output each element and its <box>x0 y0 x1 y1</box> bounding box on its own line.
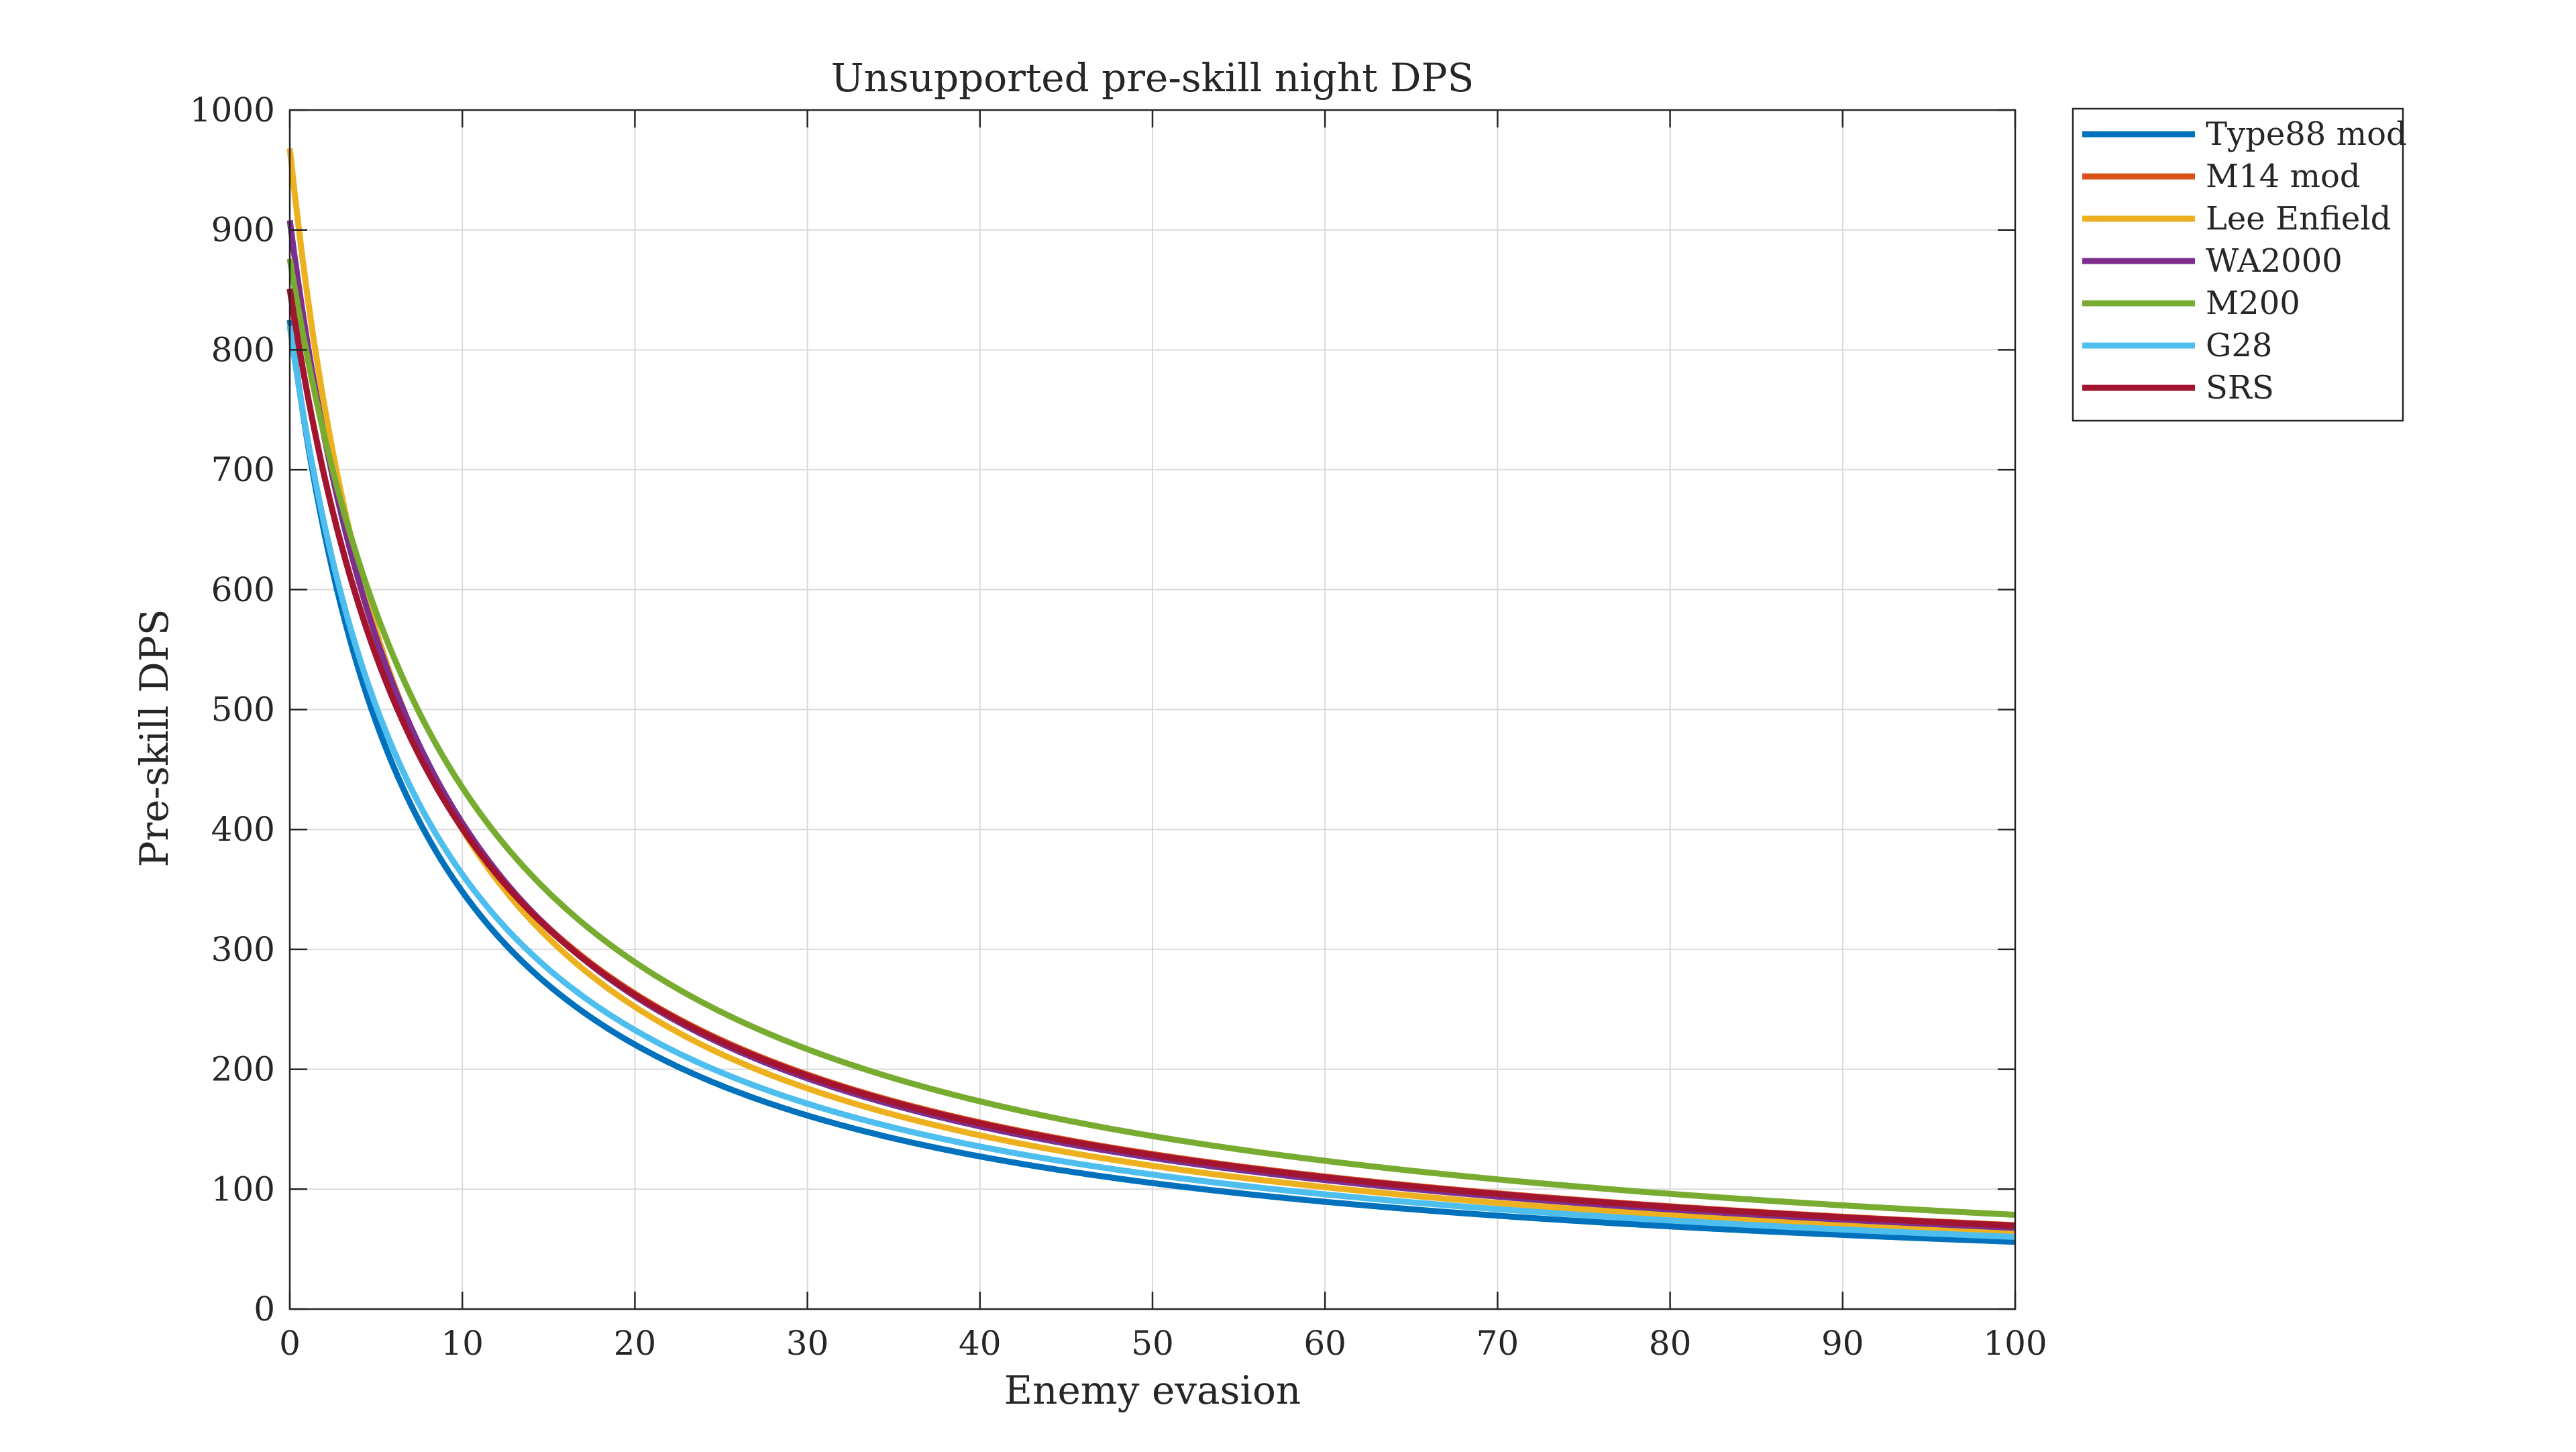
legend-label-srs: SRS <box>2206 369 2274 407</box>
legend-label-m200: M200 <box>2206 284 2300 322</box>
x-tick-label: 0 <box>279 1324 301 1363</box>
x-tick-label: 10 <box>441 1324 484 1363</box>
y-tick-label: 600 <box>211 570 275 609</box>
y-tick-label: 200 <box>211 1050 275 1089</box>
y-tick-label: 300 <box>211 930 275 969</box>
legend: Type88 mod M14 mod Lee Enfield WA2000 M200 G2… <box>2072 107 2407 422</box>
x-tick-label: 60 <box>1303 1324 1346 1363</box>
series-layer <box>286 148 2016 1245</box>
legend-label-m14-mod: M14 mod <box>2206 158 2361 195</box>
legend-label-type88-mod: Type88 mod <box>2206 115 2407 153</box>
x-tick-label: 70 <box>1477 1324 1519 1363</box>
y-tick-label: 100 <box>211 1170 275 1208</box>
legend-label-g28: G28 <box>2206 327 2272 364</box>
series-line-g28 <box>286 325 2016 1240</box>
grid-layer <box>290 110 2015 1309</box>
x-tick-label: 50 <box>1131 1324 1174 1363</box>
x-tick-label: 20 <box>614 1324 657 1363</box>
x-tick-label: 80 <box>1649 1324 1692 1363</box>
y-tick-label: 700 <box>211 450 275 489</box>
x-tick-label: 40 <box>959 1324 1002 1363</box>
y-tick-label: 500 <box>211 690 275 729</box>
y-tick-label: 1000 <box>190 91 275 129</box>
chart-title: Unsupported pre-skill night DPS <box>831 55 1474 101</box>
y-tick-label: 800 <box>211 330 275 369</box>
y-tick-label: 400 <box>211 810 275 849</box>
y-tick-label: 0 <box>254 1290 275 1329</box>
x-tick-label: 30 <box>786 1324 829 1363</box>
legend-box <box>2072 107 2404 422</box>
y-axis-label: Pre-skill DPS <box>131 609 177 868</box>
x-tick-label: 100 <box>1983 1324 2047 1363</box>
legend-label-lee-enfield: Lee Enfield <box>2206 200 2391 238</box>
x-axis-label: Enemy evasion <box>1004 1367 1301 1413</box>
x-tick-label: 90 <box>1821 1324 1864 1363</box>
series-line-srs <box>286 288 2016 1229</box>
y-tick-label: 900 <box>211 211 275 250</box>
axes-layer: 0 10 20 30 40 50 60 70 80 90 100010020030040050060… <box>190 91 2047 1363</box>
series-line-type88-mod <box>286 319 2016 1245</box>
legend-label-wa2000: WA2000 <box>2206 242 2343 280</box>
series-line-m200 <box>286 258 2016 1218</box>
series-line-lee-enfield <box>286 148 2016 1236</box>
